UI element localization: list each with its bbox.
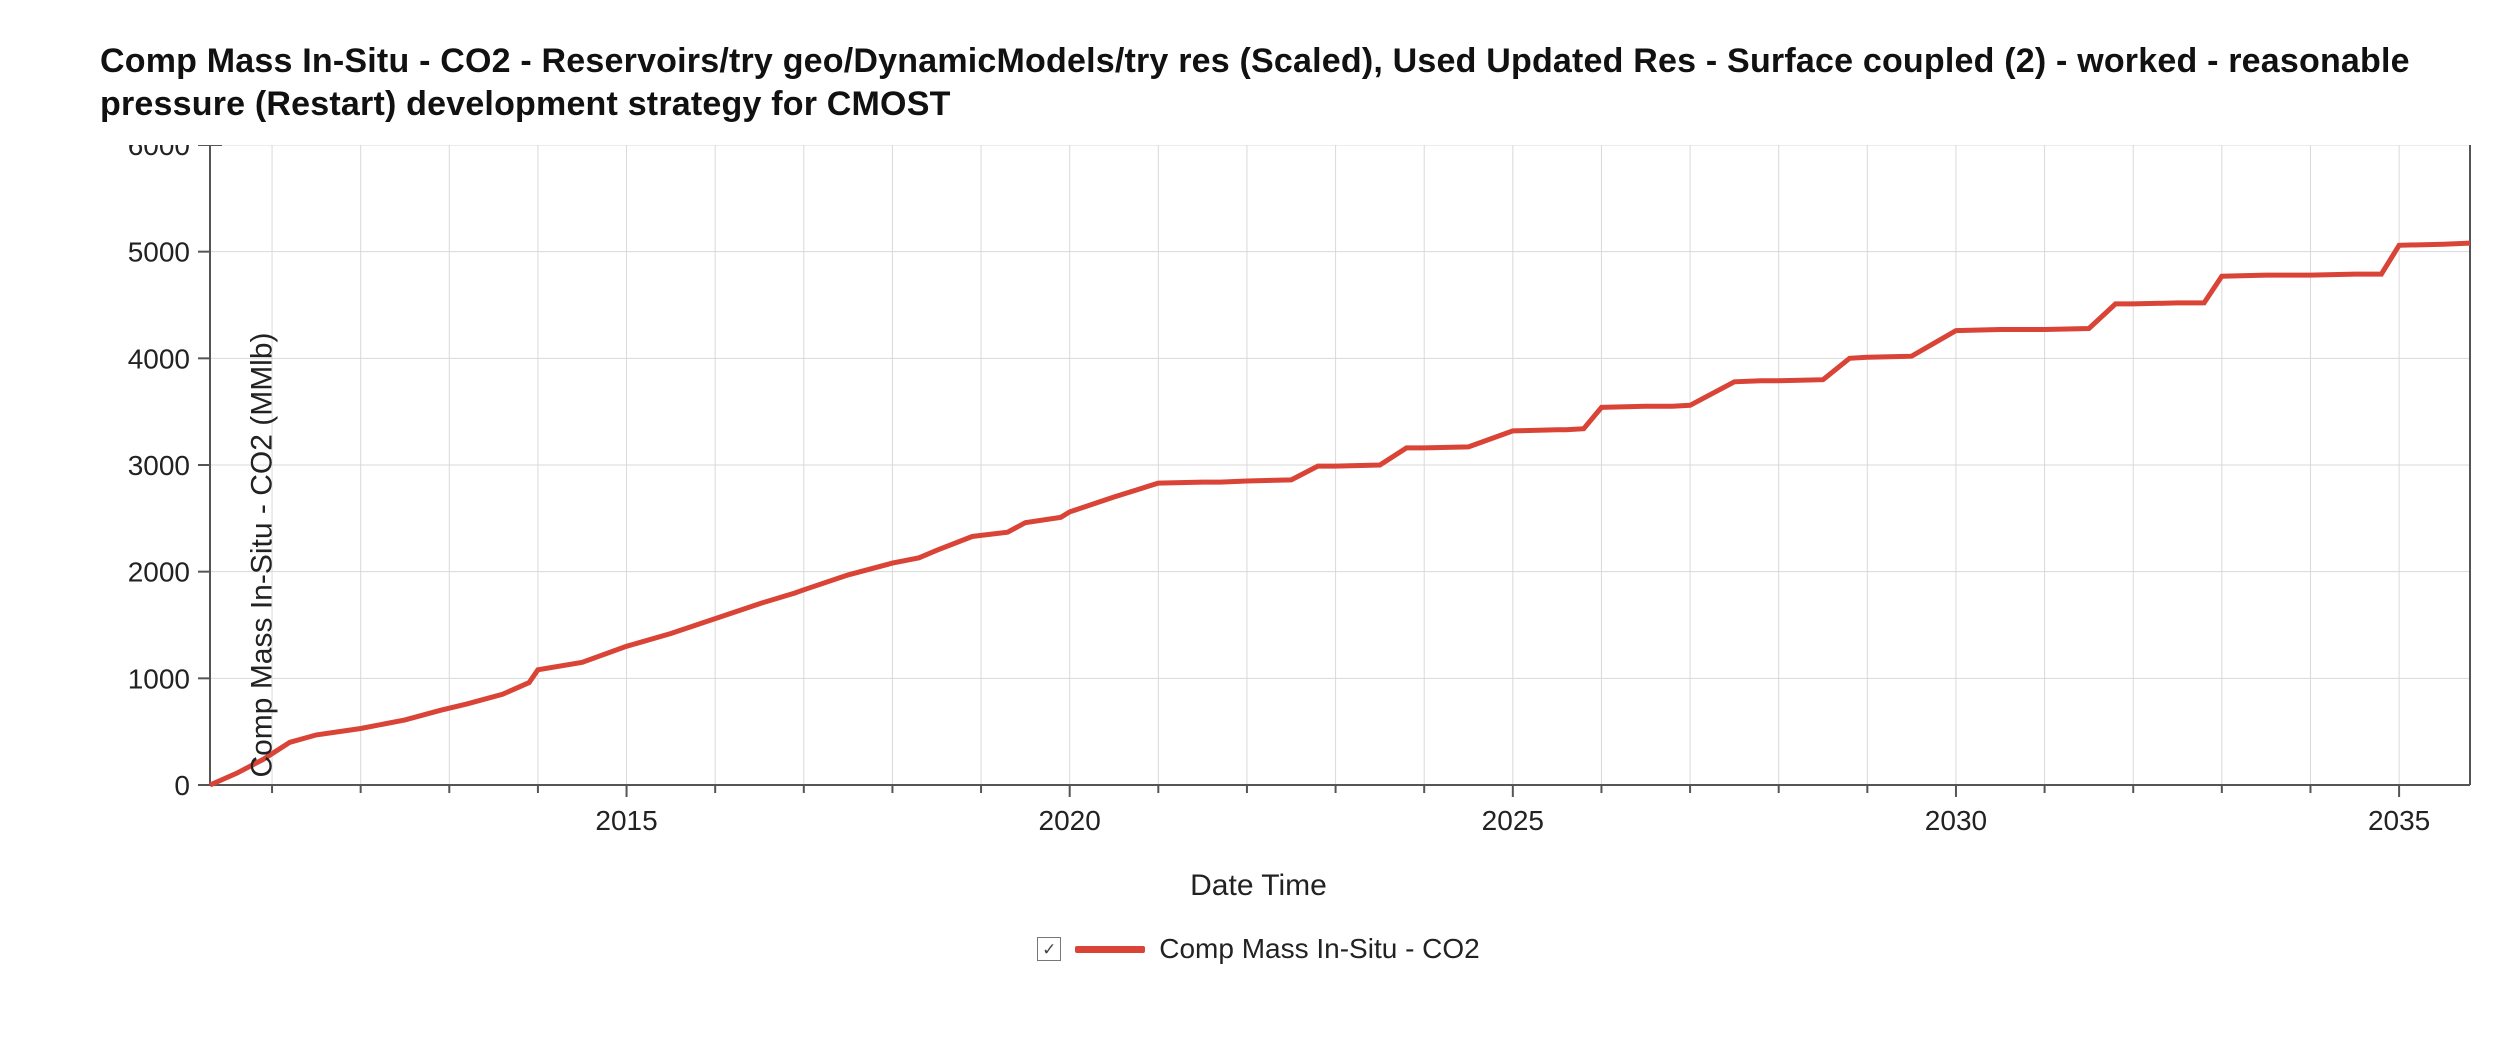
- series-line: [210, 243, 2470, 785]
- x-tick-label: 2025: [1482, 805, 1544, 836]
- x-tick-label: 2035: [2368, 805, 2430, 836]
- chart-container: Comp Mass In-Situ - CO2 - Reservoirs/try…: [0, 0, 2517, 1057]
- chart-title: Comp Mass In-Situ - CO2 - Reservoirs/try…: [100, 40, 2417, 125]
- y-tick-label: 2000: [128, 557, 190, 588]
- legend-label: Comp Mass In-Situ - CO2: [1159, 933, 1480, 965]
- legend-line-swatch: [1075, 946, 1145, 953]
- chart-zone: Comp Mass In-Situ - CO2 (MMlb) 0 1000 2000…: [100, 145, 2417, 965]
- y-tick-label: 0: [174, 770, 190, 801]
- y-tick-label: 6000: [128, 145, 190, 161]
- legend-checkbox[interactable]: ✓: [1037, 937, 1061, 961]
- y-tick-label: 5000: [128, 237, 190, 268]
- y-tick-label: 1000: [128, 663, 190, 694]
- x-tick-label: 2020: [1039, 805, 1101, 836]
- x-axis-label: Date Time: [100, 869, 2417, 903]
- y-axis-label: Comp Mass In-Situ - CO2 (MMlb): [246, 332, 280, 777]
- axes: 0 1000 2000 3000 4000 5000 6000 2015 2020 2025 203…: [128, 145, 2431, 836]
- y-tick-label: 3000: [128, 450, 190, 481]
- y-tick-label: 4000: [128, 343, 190, 374]
- legend: ✓ Comp Mass In-Situ - CO2: [100, 933, 2417, 965]
- x-tick-label: 2030: [1925, 805, 1987, 836]
- x-tick-label: 2015: [595, 805, 657, 836]
- chart-svg: 0 1000 2000 3000 4000 5000 6000 2015 2020 2025 203…: [100, 145, 2490, 855]
